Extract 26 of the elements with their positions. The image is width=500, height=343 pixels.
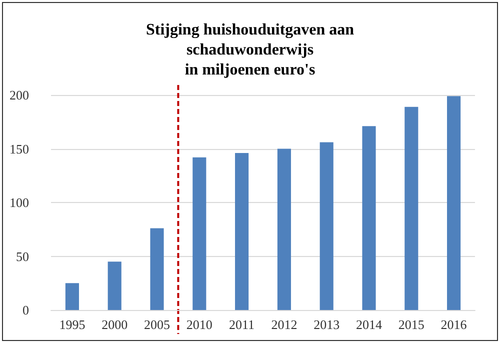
bar	[447, 96, 461, 310]
x-tick-label: 2011	[229, 317, 255, 332]
x-tick-label: 2013	[314, 317, 340, 332]
x-tick-label: 2005	[144, 317, 170, 332]
y-tick-label: 100	[10, 195, 29, 210]
x-tick-label: 1995	[59, 317, 86, 332]
x-tick-label: 2010	[186, 317, 212, 332]
x-tick-label: 2015	[398, 317, 424, 332]
bar	[65, 283, 79, 310]
bar	[192, 157, 206, 310]
bar	[150, 228, 164, 310]
x-tick-label: 2016	[440, 317, 468, 332]
x-tick-label: 2000	[102, 317, 128, 332]
bar	[235, 153, 249, 310]
bar	[320, 142, 334, 310]
bar	[404, 106, 418, 310]
chart-title: Stijging huishouduitgaven aan schaduwonderwijs in miljoenen euro's	[146, 22, 354, 78]
y-tick-label: 200	[10, 88, 29, 102]
bar	[108, 262, 122, 310]
x-tick-label: 2012	[271, 317, 298, 332]
x-tick-label: 2014	[356, 317, 382, 332]
bar	[277, 148, 291, 310]
y-tick-label: 50	[16, 248, 29, 264]
y-tick-label: 150	[10, 141, 29, 156]
bar	[362, 126, 376, 310]
y-tick-label: 0	[22, 302, 29, 318]
